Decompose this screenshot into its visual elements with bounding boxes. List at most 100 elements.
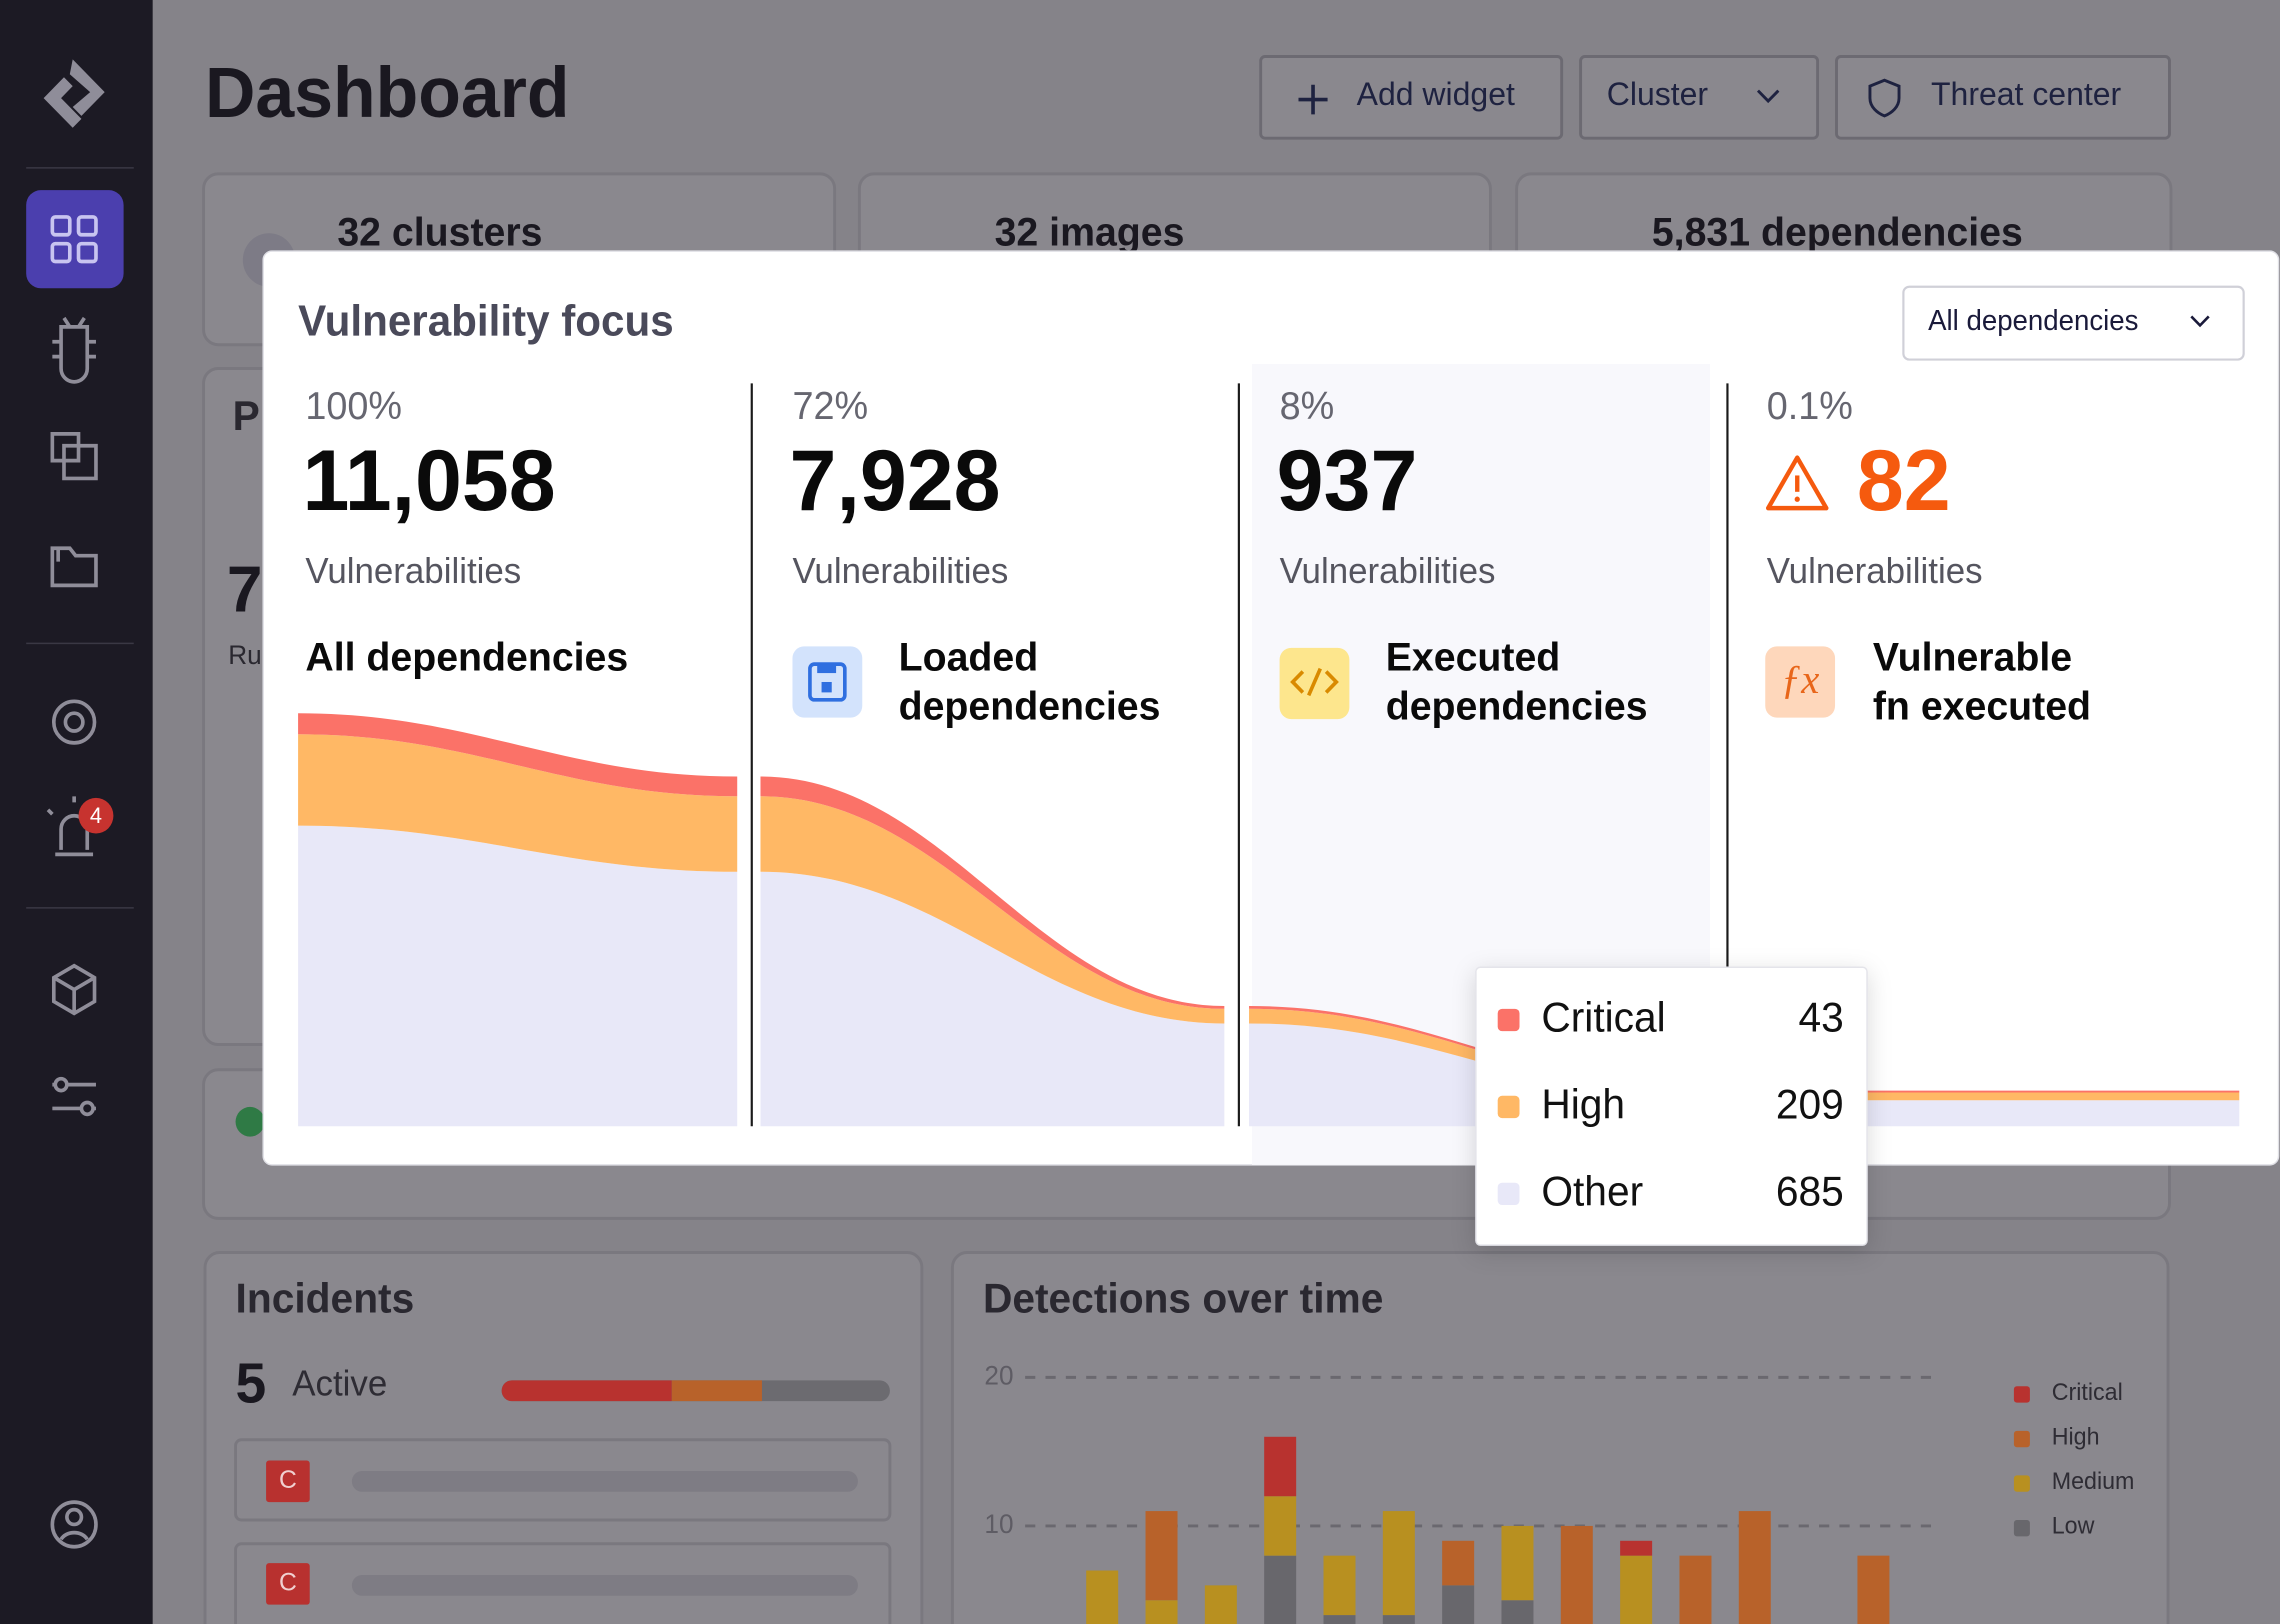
badge-count: 4	[90, 803, 102, 828]
button-label: Cluster	[1607, 76, 1709, 112]
threat-center-button[interactable]: Threat center	[1835, 54, 2171, 140]
area-segment	[298, 713, 738, 797]
bar-segment	[1145, 1511, 1178, 1601]
stage-label: Loaded	[899, 635, 1039, 679]
stage-unit: Vulnerabilities	[1767, 552, 1983, 591]
bar-segment	[1679, 1555, 1712, 1624]
fragment: P	[233, 393, 260, 439]
bar-segment	[1442, 1540, 1475, 1586]
tooltip-name: High	[1541, 1081, 1625, 1127]
stage-unit: Vulnerabilities	[1280, 552, 1496, 591]
legend-swatch	[1497, 1182, 1520, 1205]
cube-icon[interactable]	[51, 963, 97, 1016]
stage-icon	[792, 646, 863, 718]
bar-segment	[1738, 1511, 1771, 1624]
bar-segment	[1204, 1585, 1237, 1624]
stage-count: 7,928	[790, 433, 1001, 529]
bar-segment	[1145, 1600, 1178, 1624]
filter-dropdown[interactable]: All dependencies	[1902, 285, 2245, 361]
severity-badge	[266, 1563, 310, 1605]
legend-label: Critical	[2052, 1379, 2123, 1405]
bar-segment	[1501, 1600, 1534, 1624]
area-segment	[760, 776, 1225, 1009]
grid-icon	[50, 215, 98, 264]
alert-icon[interactable]	[46, 796, 94, 857]
y-tick-label: 10	[984, 1509, 1013, 1539]
incidents-card: Incidents 5 Active C C	[203, 1251, 924, 1624]
panel-title: Vulnerability focus	[298, 297, 674, 346]
badge-text: C	[279, 1568, 297, 1596]
bar-segment	[1620, 1540, 1653, 1556]
stage-label: Vulnerable	[1873, 635, 2072, 679]
stage-label: dependencies	[1386, 684, 1648, 728]
stat-label: 32 images	[995, 210, 1185, 254]
stage-percent: 72%	[792, 384, 868, 427]
area-segment	[298, 734, 738, 872]
stage-unit: Vulnerabilities	[305, 552, 521, 591]
bar-segment	[1323, 1555, 1356, 1616]
stage-label: All dependencies	[305, 635, 628, 679]
badge	[78, 797, 114, 834]
bar-segment	[1442, 1585, 1475, 1624]
tooltip-value: 43	[1798, 994, 1843, 1040]
card-title: Detections over time	[983, 1275, 1383, 1321]
add-widget-button[interactable]: Add widget	[1259, 54, 1564, 140]
tooltip: Critical 43 High 209 Other 685	[1475, 966, 1868, 1246]
bar-segment	[1382, 1511, 1415, 1616]
placeholder	[351, 1574, 858, 1596]
bug-icon[interactable]	[52, 316, 96, 384]
bar-segment	[1560, 1525, 1593, 1624]
sidebar: 4	[0, 0, 153, 1624]
tooltip-name: Other	[1541, 1168, 1643, 1214]
bar-segment	[1620, 1555, 1653, 1624]
cluster-button[interactable]: Cluster	[1579, 54, 1820, 140]
area-segment	[760, 796, 1225, 1024]
stage-unit: Vulnerabilities	[792, 552, 1008, 591]
bar-segment	[1857, 1555, 1890, 1624]
target-icon[interactable]	[51, 699, 97, 745]
incident-status: Active	[292, 1364, 387, 1403]
stage-label: Executed	[1386, 635, 1561, 679]
stage-count: 937	[1277, 433, 1418, 529]
folder-icon[interactable]	[50, 546, 98, 588]
legend-swatch	[2013, 1386, 2030, 1403]
legend-swatch	[1497, 1008, 1520, 1032]
stage-percent: 8%	[1280, 384, 1335, 427]
legend-swatch	[1497, 1095, 1520, 1119]
profile-icon[interactable]	[50, 1500, 98, 1549]
bar-segment	[1382, 1615, 1415, 1624]
vulnerability-panel: Vulnerability focus All dependencies ƒx …	[262, 250, 2280, 1166]
stage-count: 82	[1857, 433, 1951, 529]
stage-label: fn executed	[1873, 684, 2091, 728]
fragment: Ru	[228, 640, 261, 670]
placeholder	[351, 1470, 858, 1492]
stage-percent: 100%	[305, 384, 402, 427]
stage-icon: ƒx	[1765, 646, 1836, 718]
stage-count: 11,058	[302, 433, 555, 529]
legend-label: Medium	[2052, 1468, 2135, 1494]
svg-text:ƒx: ƒx	[1781, 656, 1819, 702]
tooltip-value: 209	[1776, 1081, 1844, 1127]
legend-swatch	[2013, 1475, 2030, 1492]
badge-text: C	[279, 1466, 297, 1494]
severity-badge	[266, 1460, 310, 1503]
bar-segment	[1264, 1436, 1297, 1497]
card-title: Incidents	[236, 1275, 415, 1321]
area-segment	[298, 825, 738, 1127]
filter-label: All dependencies	[1928, 305, 2138, 336]
detections-card	[950, 1251, 2170, 1624]
legend-swatch	[2013, 1430, 2030, 1448]
area-segment	[760, 871, 1225, 1127]
nav-active[interactable]	[26, 190, 124, 289]
button-label: Add widget	[1357, 76, 1515, 112]
tooltip-box	[1475, 966, 1868, 1246]
legend-label: High	[2052, 1423, 2100, 1449]
logo[interactable]	[43, 59, 105, 128]
fragment: 7	[227, 552, 263, 626]
incident-count: 5	[236, 1351, 267, 1415]
stage-percent: 0.1%	[1767, 384, 1853, 427]
copy-icon[interactable]	[50, 432, 98, 481]
status-icon	[235, 1106, 265, 1137]
bar-segment	[1501, 1525, 1534, 1601]
button-label: Threat center	[1931, 76, 2121, 112]
